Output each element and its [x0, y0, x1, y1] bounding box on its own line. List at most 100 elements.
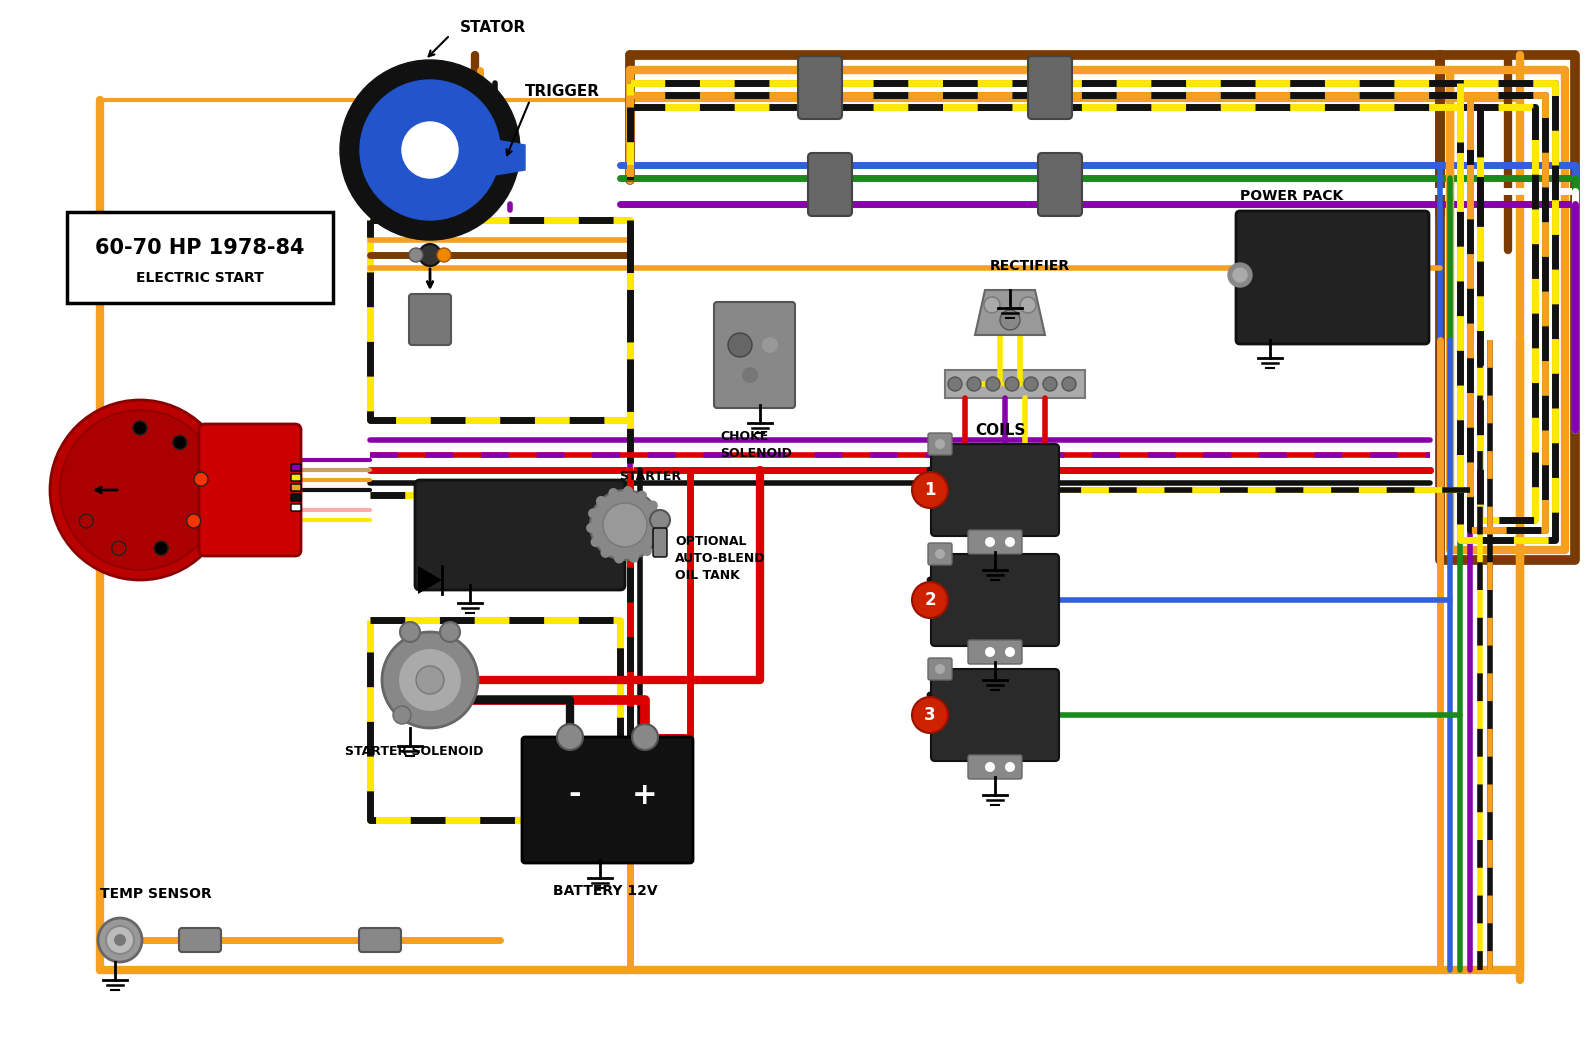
Circle shape: [936, 439, 945, 449]
Text: +: +: [633, 781, 658, 809]
FancyBboxPatch shape: [358, 928, 401, 952]
Circle shape: [653, 514, 663, 524]
FancyBboxPatch shape: [931, 554, 1059, 646]
Circle shape: [985, 762, 994, 772]
Circle shape: [419, 244, 441, 266]
FancyBboxPatch shape: [1028, 56, 1072, 119]
Text: COILS: COILS: [975, 423, 1025, 438]
Polygon shape: [975, 290, 1045, 335]
Circle shape: [1025, 377, 1037, 391]
Circle shape: [1020, 297, 1036, 313]
Text: STARTER SOLENOID: STARTER SOLENOID: [346, 745, 484, 758]
Circle shape: [912, 582, 948, 618]
Circle shape: [401, 122, 458, 178]
Circle shape: [557, 724, 584, 750]
Text: TRIGGER: TRIGGER: [525, 84, 600, 100]
Circle shape: [638, 491, 647, 500]
Circle shape: [1063, 377, 1075, 391]
Circle shape: [398, 648, 462, 712]
Circle shape: [948, 377, 963, 391]
FancyBboxPatch shape: [67, 212, 333, 303]
Circle shape: [631, 724, 658, 750]
FancyBboxPatch shape: [1235, 211, 1429, 344]
Polygon shape: [495, 140, 525, 176]
FancyBboxPatch shape: [290, 504, 301, 511]
Circle shape: [1044, 377, 1056, 391]
Circle shape: [51, 400, 230, 580]
Circle shape: [601, 548, 611, 558]
Circle shape: [936, 549, 945, 559]
FancyBboxPatch shape: [967, 755, 1021, 779]
Text: RECTIFIER: RECTIFIER: [990, 259, 1071, 273]
FancyBboxPatch shape: [931, 444, 1059, 536]
FancyBboxPatch shape: [290, 474, 301, 481]
Text: -: -: [569, 781, 582, 809]
Bar: [945, 370, 1085, 398]
FancyBboxPatch shape: [798, 56, 842, 119]
Circle shape: [628, 553, 639, 563]
Circle shape: [623, 487, 633, 496]
FancyBboxPatch shape: [198, 424, 301, 556]
Text: 2: 2: [925, 591, 936, 609]
Circle shape: [967, 377, 982, 391]
FancyBboxPatch shape: [928, 433, 952, 455]
FancyBboxPatch shape: [928, 658, 952, 680]
Circle shape: [409, 248, 423, 262]
Text: STATOR: STATOR: [460, 21, 527, 36]
FancyBboxPatch shape: [931, 669, 1059, 761]
Circle shape: [98, 918, 143, 962]
Circle shape: [1228, 263, 1251, 287]
Circle shape: [360, 80, 500, 220]
Text: 1: 1: [925, 481, 936, 499]
FancyBboxPatch shape: [653, 528, 668, 557]
Circle shape: [193, 472, 208, 487]
Circle shape: [438, 248, 450, 262]
Text: TEMP SENSOR: TEMP SENSOR: [100, 887, 213, 901]
FancyBboxPatch shape: [807, 153, 852, 217]
Text: BATTERY 12V: BATTERY 12V: [552, 884, 657, 898]
Text: 3: 3: [925, 706, 936, 724]
FancyBboxPatch shape: [290, 463, 301, 471]
Text: 60-70 HP 1978-84: 60-70 HP 1978-84: [95, 238, 305, 257]
Circle shape: [588, 509, 598, 518]
Circle shape: [609, 488, 619, 498]
Circle shape: [912, 472, 948, 508]
Text: OPTIONAL
AUTO-BLEND
OIL TANK: OPTIONAL AUTO-BLEND OIL TANK: [676, 535, 766, 582]
FancyBboxPatch shape: [714, 302, 795, 408]
Circle shape: [985, 537, 994, 547]
Circle shape: [912, 697, 948, 733]
Circle shape: [986, 377, 1001, 391]
Circle shape: [133, 421, 147, 435]
Circle shape: [761, 337, 779, 353]
Circle shape: [590, 537, 601, 547]
Circle shape: [106, 926, 133, 954]
Circle shape: [590, 490, 660, 560]
Circle shape: [1232, 268, 1247, 282]
Circle shape: [983, 297, 1001, 313]
FancyBboxPatch shape: [967, 640, 1021, 664]
Circle shape: [400, 622, 420, 642]
Circle shape: [416, 666, 444, 694]
Circle shape: [742, 367, 758, 383]
Text: STARTER: STARTER: [619, 470, 680, 483]
FancyBboxPatch shape: [416, 480, 625, 590]
Circle shape: [173, 435, 187, 450]
FancyBboxPatch shape: [928, 543, 952, 565]
FancyBboxPatch shape: [1037, 153, 1082, 217]
Circle shape: [653, 520, 665, 530]
Circle shape: [1006, 762, 1015, 772]
FancyBboxPatch shape: [967, 530, 1021, 554]
Circle shape: [642, 547, 652, 556]
Circle shape: [111, 541, 125, 555]
Circle shape: [1006, 537, 1015, 547]
Circle shape: [393, 706, 411, 724]
Circle shape: [650, 534, 661, 544]
Circle shape: [79, 514, 94, 528]
Circle shape: [936, 664, 945, 674]
Circle shape: [596, 496, 606, 506]
Circle shape: [728, 333, 752, 357]
Circle shape: [154, 541, 168, 555]
Text: POWER PACK: POWER PACK: [1240, 189, 1343, 203]
Circle shape: [603, 503, 647, 547]
Circle shape: [1006, 377, 1018, 391]
